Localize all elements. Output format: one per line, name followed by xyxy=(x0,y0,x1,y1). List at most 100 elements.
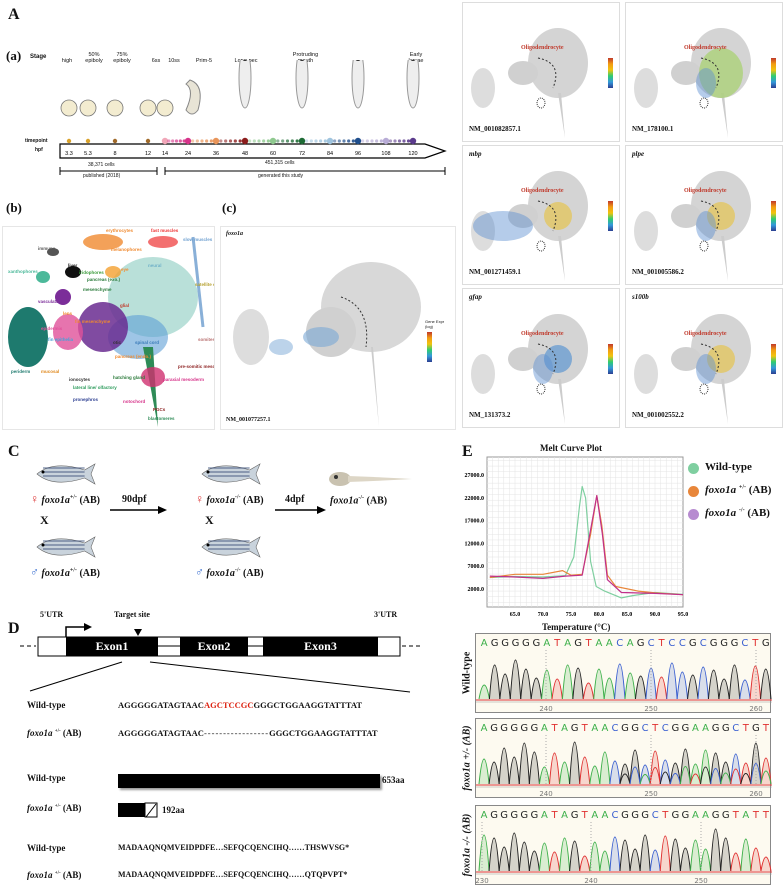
cluster-label: mesenchyme xyxy=(83,287,112,292)
wt-seq-target: AGCTCCGC xyxy=(203,700,254,710)
base-call: C xyxy=(741,638,748,649)
trace-peak xyxy=(634,675,647,700)
base-call: G xyxy=(571,810,579,821)
timepoint-dot xyxy=(248,139,252,143)
base-call: G xyxy=(682,810,690,821)
male-fish-icon xyxy=(201,536,261,558)
base-call: A xyxy=(702,723,709,734)
trace-peak xyxy=(739,679,751,700)
cluster-label: vasculature xyxy=(38,299,64,304)
base-call: G xyxy=(531,810,539,821)
series-line-0 xyxy=(489,485,684,599)
exon-3: Exon3 xyxy=(263,637,378,656)
base-call: T xyxy=(762,723,770,734)
gene-label: foxo1a xyxy=(226,231,243,237)
larva-icon xyxy=(329,472,412,486)
base-call: G xyxy=(671,810,679,821)
timepoint-dot xyxy=(252,139,256,143)
position-tick: 240 xyxy=(584,877,597,885)
timepoint-dot xyxy=(145,138,151,144)
offspring-label: foxo1a-/- (AB) xyxy=(330,495,388,507)
trace-peak xyxy=(689,839,702,872)
trace-peak xyxy=(528,751,540,785)
base-call: G xyxy=(682,723,690,734)
base-call: C xyxy=(611,810,618,821)
base-call: A xyxy=(591,723,598,734)
trace-peak xyxy=(518,742,530,785)
umap-foxo1a-expression: foxo1a NM_001077257.1 Gene Expr (log) xyxy=(220,226,456,430)
position-tick: 260 xyxy=(749,705,762,713)
trace-peak xyxy=(508,832,520,872)
cluster-label: xanthophores xyxy=(8,269,38,274)
cluster-annotation: Oligodendrocyte xyxy=(684,45,727,51)
cluster-label: spinal cord xyxy=(135,340,160,345)
base-call: G xyxy=(621,723,629,734)
cluster-label: slow muscles xyxy=(183,237,213,242)
timepoint-dot xyxy=(238,139,242,143)
trace-peak xyxy=(538,842,550,872)
expression-colorbar xyxy=(771,201,776,231)
trace-peak xyxy=(700,848,712,872)
umap-cloud xyxy=(634,28,751,138)
base-call: G xyxy=(571,723,579,734)
mut-protein-bar xyxy=(118,802,158,818)
base-call: T xyxy=(661,810,669,821)
exon-1: Exon1 xyxy=(66,637,158,656)
timepoint-dot xyxy=(347,139,351,143)
base-call: G xyxy=(710,638,718,649)
trace-peak xyxy=(520,668,532,700)
embryo-icon xyxy=(60,99,78,117)
cluster-label: immune xyxy=(38,246,56,251)
wt-protein-label: Wild-type xyxy=(27,773,66,783)
base-call: G xyxy=(510,810,518,821)
base-call: C xyxy=(648,638,655,649)
mut-seq-left: AGGGGGATAGTAAC xyxy=(118,728,204,738)
series-line-2 xyxy=(489,495,684,596)
trace-peak xyxy=(603,677,616,700)
trace-peak xyxy=(740,773,752,785)
cluster-label: lateral line/ olfactory xyxy=(73,385,117,390)
trace-peak xyxy=(559,837,571,872)
timepoint-dot xyxy=(219,139,223,143)
base-call: A xyxy=(591,810,598,821)
cluster-label: lens xyxy=(63,311,73,316)
x-tick-label: 80.0 xyxy=(594,612,605,618)
base-call: G xyxy=(522,638,530,649)
base-call: A xyxy=(627,638,634,649)
trace-peak xyxy=(609,760,621,785)
timepoint-dot xyxy=(393,139,397,143)
larva-icon xyxy=(406,60,420,109)
stage-1: 50% epiboly xyxy=(85,52,103,64)
umap-cloud xyxy=(634,171,751,281)
trace-peak xyxy=(720,772,732,785)
timepoint-dot xyxy=(269,137,277,145)
legend-entry-2: foxo1a -/- (AB) xyxy=(705,507,770,519)
timepoint-dot xyxy=(257,139,261,143)
base-call: G xyxy=(689,638,697,649)
mutant-sequence: AGGGGGATAGTAAC-----------------GGGCTGGAA… xyxy=(118,728,378,738)
male-fish-icon xyxy=(36,536,96,558)
timepoint-dot xyxy=(171,139,175,143)
x-axis-label: Temperature (°C) xyxy=(542,622,611,632)
mut-protein-label: foxo1a +/- (AB) xyxy=(27,803,82,813)
base-call: A xyxy=(481,723,488,734)
trace-peak xyxy=(718,678,730,700)
cluster-label: melanophores xyxy=(111,247,142,252)
expression-umap-4: gfap Oligodendrocyte NM_131373.2 xyxy=(462,288,620,428)
timepoint-dot xyxy=(319,139,323,143)
base-call: C xyxy=(652,810,659,821)
stage-2: 75% epiboly xyxy=(113,52,131,64)
trace-peak xyxy=(619,773,631,785)
umap-cloud xyxy=(471,171,588,281)
trace-peak xyxy=(614,663,626,700)
gene-label: mbp xyxy=(469,150,482,158)
timepoint-dot xyxy=(382,137,390,145)
base-call: G xyxy=(532,638,540,649)
timepoint-dot xyxy=(224,139,228,143)
expression-colorbar xyxy=(608,58,613,88)
trace-peak xyxy=(619,839,631,872)
base-call: G xyxy=(671,723,679,734)
trace-peak xyxy=(518,841,530,872)
stage-5: Prim-5 xyxy=(195,58,213,64)
cluster-annotation: Oligodendrocyte xyxy=(684,331,727,337)
